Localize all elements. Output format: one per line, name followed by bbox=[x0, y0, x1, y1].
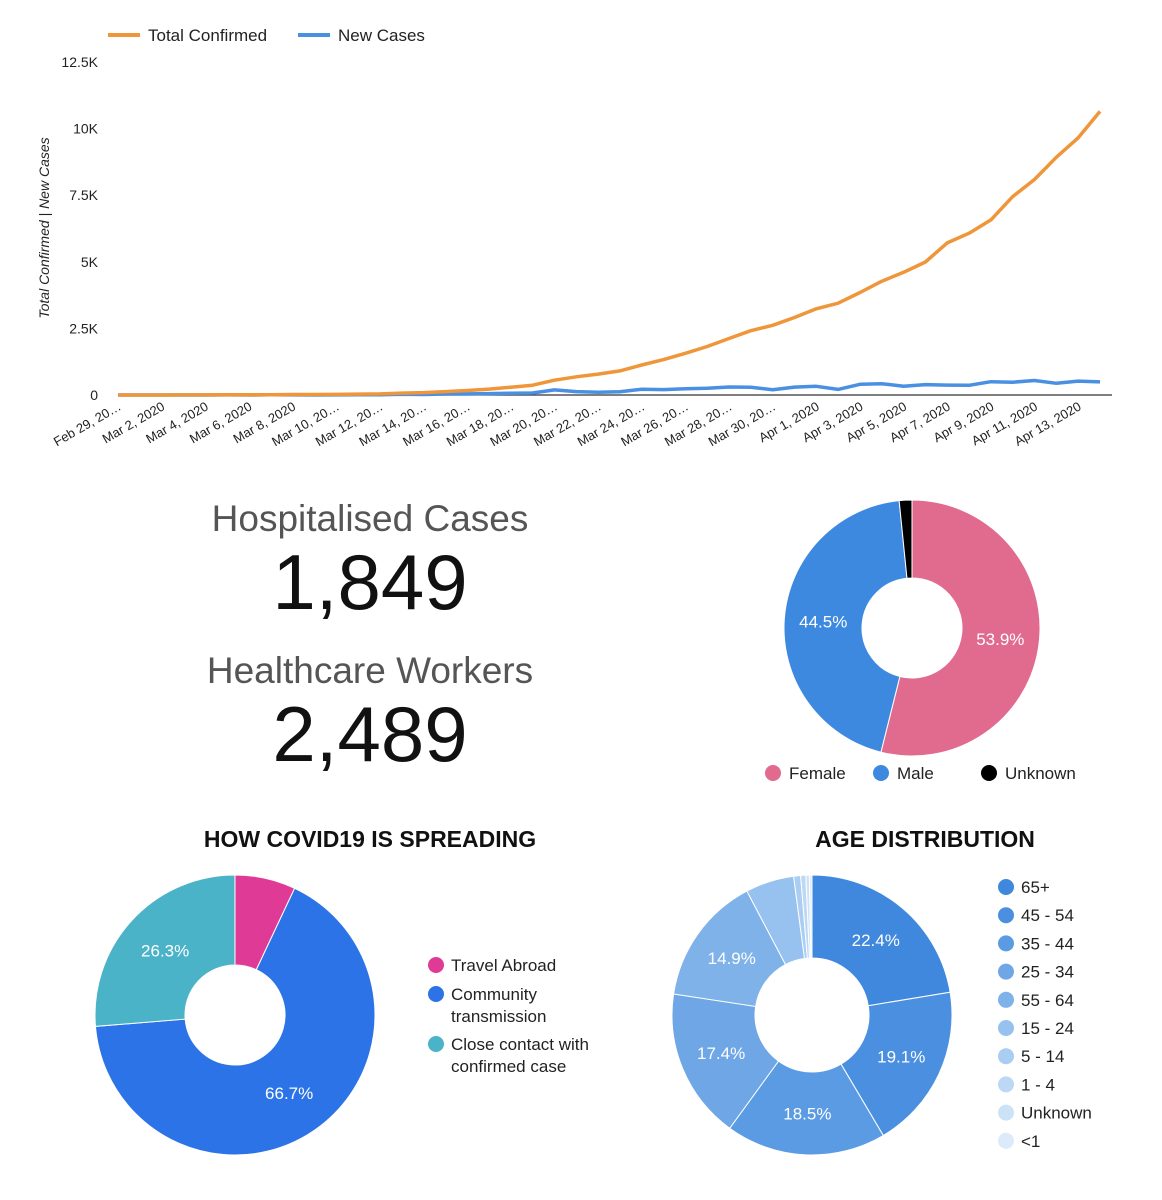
legend-label: 25 - 34 bbox=[1021, 963, 1074, 982]
legend-label: New Cases bbox=[338, 26, 425, 45]
legend-dot bbox=[998, 1132, 1014, 1149]
legend-dot bbox=[998, 907, 1014, 924]
healthcare-workers-value: 2,489 bbox=[272, 690, 468, 778]
legend-label: 15 - 24 bbox=[1021, 1019, 1074, 1038]
legend-label: 1 - 4 bbox=[1021, 1075, 1055, 1094]
legend-dot bbox=[998, 1020, 1014, 1036]
spread-legend-item-0: Travel Abroad bbox=[428, 956, 556, 975]
legend-label: Female bbox=[789, 764, 846, 783]
legend-label: Close contact with bbox=[451, 1035, 589, 1054]
age-legend-item-9: <1 bbox=[998, 1132, 1040, 1151]
legend-dot bbox=[998, 1048, 1014, 1065]
healthcare-workers-kpi: Healthcare Workers 2,489 bbox=[150, 652, 590, 773]
legend-label: Travel Abroad bbox=[451, 956, 556, 975]
legend-dot bbox=[998, 1076, 1014, 1093]
age-legend-item-4: 55 - 64 bbox=[998, 991, 1074, 1010]
legend-label-line2: transmission bbox=[451, 1007, 546, 1026]
spread-legend-item-2: Close contact with confirmed case bbox=[428, 1035, 589, 1076]
age-slice-label: 14.9% bbox=[708, 949, 756, 968]
legend-dot bbox=[998, 935, 1014, 952]
y-axis-label: Total Confirmed | New Cases bbox=[36, 137, 52, 318]
gender-donut-chart: 53.9% 44.5% Female Male Unknown bbox=[765, 499, 1076, 783]
series-line-1 bbox=[118, 378, 1101, 397]
legend-label-line2: confirmed case bbox=[451, 1057, 566, 1076]
hospitalised-label: Hospitalised Cases bbox=[211, 498, 529, 539]
age-slice-label: 18.5% bbox=[783, 1104, 831, 1123]
cases-line-chart: Total Confirmed New Cases 0 2.5K 5K 7.5K 10K 1… bbox=[36, 26, 1112, 449]
legend-label: 65+ bbox=[1021, 878, 1050, 897]
y-tick-label: 5K bbox=[81, 254, 99, 270]
age-donut-chart: 22.4% 19.1% 18.5% 17.4% 14.9% 65+ 45 - 54 35 - … bbox=[671, 874, 1092, 1156]
legend-dot bbox=[428, 1036, 444, 1052]
spread-legend-item-1: Community transmission bbox=[428, 985, 546, 1026]
spread-slice-label: 66.7% bbox=[265, 1084, 313, 1103]
series-line-0 bbox=[118, 110, 1102, 397]
age-legend-item-8: Unknown bbox=[998, 1104, 1092, 1123]
age-slice-2 bbox=[729, 1060, 884, 1156]
legend-label: 5 - 14 bbox=[1021, 1047, 1064, 1066]
legend-dot bbox=[998, 1104, 1014, 1121]
legend-dot bbox=[981, 765, 997, 781]
legend-dot bbox=[428, 957, 444, 973]
age-slice-1 bbox=[840, 991, 953, 1137]
legend-dot bbox=[765, 765, 781, 781]
legend-label: <1 bbox=[1021, 1132, 1040, 1151]
hospitalised-kpi: Hospitalised Cases 1,849 bbox=[150, 500, 590, 621]
spread-slice-1 bbox=[94, 887, 376, 1156]
legend-dot bbox=[998, 879, 1014, 895]
gender-legend-item-1: Male bbox=[873, 764, 934, 783]
age-legend-item-7: 1 - 4 bbox=[998, 1075, 1055, 1094]
legend-dot bbox=[998, 991, 1014, 1008]
y-tick-label: 7.5K bbox=[69, 187, 98, 203]
age-chart-title: AGE DISTRIBUTION bbox=[815, 826, 1035, 852]
gender-slice-2 bbox=[898, 499, 913, 579]
legend-dot bbox=[428, 986, 444, 1002]
legend-label: Unknown bbox=[1021, 1104, 1092, 1123]
age-slice-4 bbox=[673, 890, 787, 1008]
spread-slice-label: 26.3% bbox=[141, 942, 189, 961]
spread-chart-title: HOW COVID19 IS SPREADING bbox=[203, 826, 537, 852]
legend-label: 35 - 44 bbox=[1021, 934, 1074, 953]
healthcare-workers-label: Healthcare Workers bbox=[206, 650, 534, 691]
age-legend-item-6: 5 - 14 bbox=[998, 1047, 1064, 1066]
legend-item-0: Total Confirmed bbox=[108, 26, 267, 45]
age-legend-item-2: 35 - 44 bbox=[998, 934, 1074, 953]
age-legend-item-5: 15 - 24 bbox=[998, 1019, 1074, 1038]
legend-label: Unknown bbox=[1005, 764, 1076, 783]
legend-label: Total Confirmed bbox=[148, 26, 267, 45]
gender-slice-label: 44.5% bbox=[799, 613, 847, 632]
legend-label: 55 - 64 bbox=[1021, 991, 1074, 1010]
hospitalised-value: 1,849 bbox=[272, 538, 468, 626]
legend-dot bbox=[998, 963, 1014, 980]
y-tick-label: 10K bbox=[73, 121, 99, 137]
age-slice-3 bbox=[671, 993, 780, 1129]
gender-legend-item-2: Unknown bbox=[981, 764, 1076, 783]
age-legend-item-1: 45 - 54 bbox=[998, 906, 1074, 925]
gender-legend-item-0: Female bbox=[765, 764, 846, 783]
gender-slice-0 bbox=[880, 499, 1041, 757]
spread-slice-2 bbox=[94, 874, 236, 1027]
age-slice-label: 17.4% bbox=[697, 1044, 745, 1063]
age-slice-0 bbox=[811, 874, 951, 1007]
gender-slice-1 bbox=[783, 500, 908, 753]
y-tick-label: 0 bbox=[90, 387, 98, 403]
y-tick-label: 2.5K bbox=[69, 320, 98, 336]
age-slice-label: 22.4% bbox=[852, 931, 900, 950]
legend-dot bbox=[873, 765, 889, 781]
spread-donut-chart: 66.7% 26.3% Travel Abroad Community transmis… bbox=[94, 874, 589, 1156]
age-slice-label: 19.1% bbox=[877, 1048, 925, 1067]
age-slice-9 bbox=[808, 874, 813, 959]
legend-item-1: New Cases bbox=[298, 26, 425, 45]
age-legend-item-0: 65+ bbox=[998, 878, 1050, 897]
legend-label: Male bbox=[897, 764, 934, 783]
legend-label: 45 - 54 bbox=[1021, 906, 1074, 925]
legend-label: Community bbox=[451, 985, 537, 1004]
age-legend-item-3: 25 - 34 bbox=[998, 963, 1074, 982]
gender-slice-label: 53.9% bbox=[976, 630, 1024, 649]
y-tick-label: 12.5K bbox=[61, 54, 98, 70]
